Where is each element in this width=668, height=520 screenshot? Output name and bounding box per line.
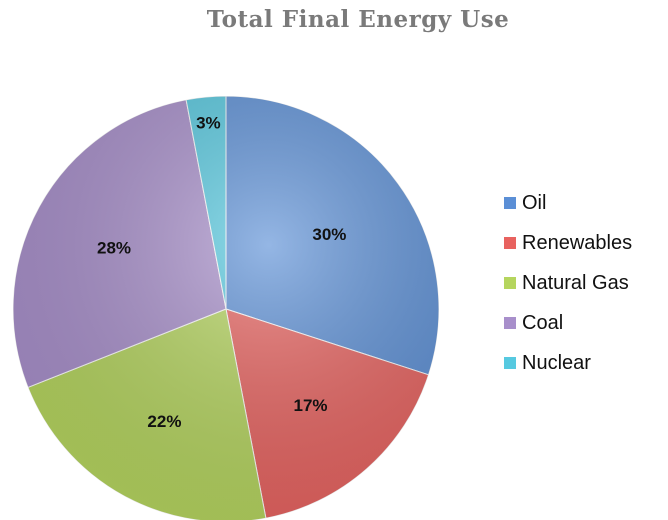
data-label-oil: 30%	[312, 225, 346, 244]
legend-item-nuclear: Nuclear	[504, 343, 668, 383]
legend-item-coal: Coal	[504, 303, 668, 343]
legend-label: Oil	[522, 191, 547, 214]
legend-label: Nuclear	[522, 351, 591, 374]
legend-label: Renewables	[522, 231, 633, 254]
legend-swatch	[504, 317, 516, 329]
legend-swatch	[504, 357, 516, 369]
data-label-nuclear: 3%	[196, 113, 221, 132]
data-label-coal: 28%	[97, 238, 131, 257]
legend: Oil Renewables Natural Gas Coal Nuclear	[504, 183, 668, 383]
legend-item-renewables: Renewables	[504, 223, 668, 263]
legend-swatch	[504, 237, 516, 249]
legend-item-oil: Oil	[504, 183, 668, 223]
legend-label: Coal	[522, 311, 564, 334]
pie-slices	[12, 95, 440, 520]
pie-labels: 30% 17% 22% 28% 3%	[97, 113, 346, 431]
legend-item-natural-gas: Natural Gas	[504, 263, 668, 303]
legend-label: Natural Gas	[522, 271, 629, 294]
legend-swatch	[504, 197, 516, 209]
legend-swatch	[504, 277, 516, 289]
chart-title: Total Final Energy Use	[206, 6, 510, 33]
data-label-renewables: 17%	[294, 396, 328, 415]
data-label-natural-gas: 22%	[147, 412, 181, 431]
